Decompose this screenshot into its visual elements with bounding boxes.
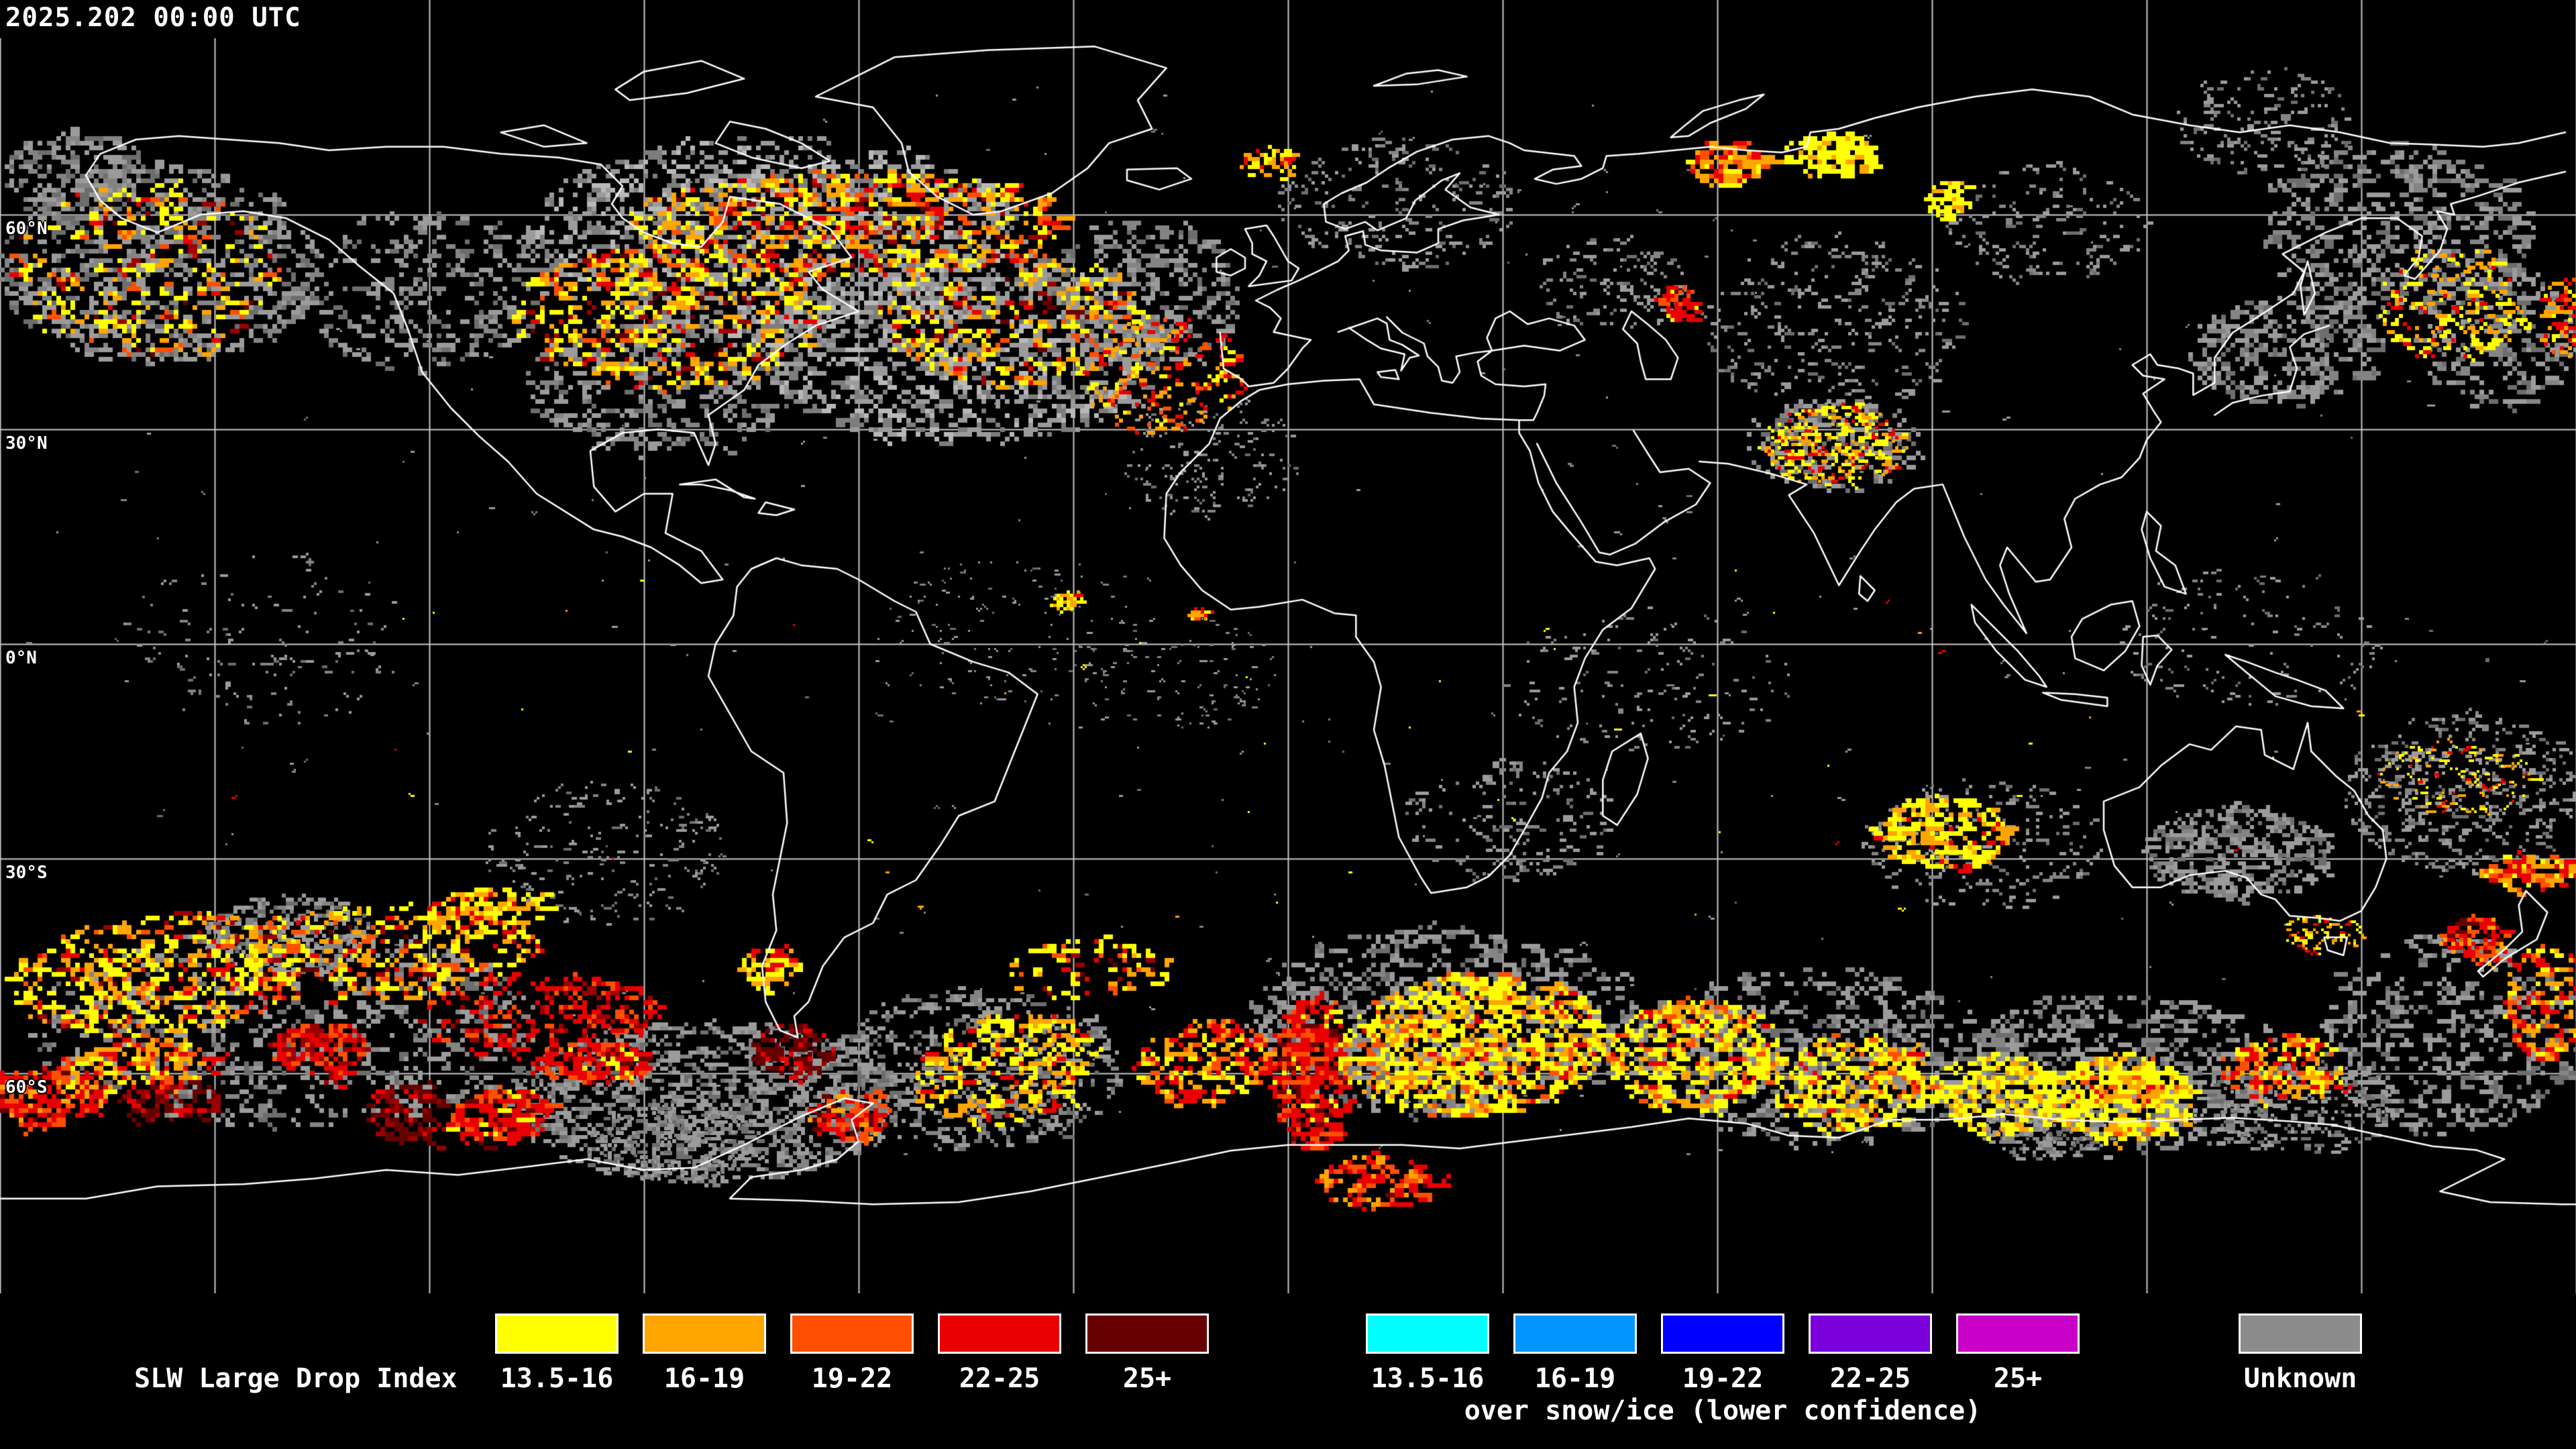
legend-primary-swatch-25+ (1085, 1313, 1209, 1354)
legend-primary-label: 22-25 (959, 1363, 1040, 1394)
legend-title: SLW Large Drop Index (134, 1363, 458, 1394)
legend-primary-label: 16-19 (663, 1363, 745, 1394)
legend-snow-ice-swatch-13.5-16 (1366, 1313, 1489, 1354)
legend-snow-ice-label: 22-25 (1829, 1363, 1911, 1394)
legend-subtitle: over snow/ice (lower confidence) (1464, 1395, 1982, 1426)
legend-snow-ice-swatch-22-25 (1809, 1313, 1932, 1354)
legend-snow-ice-label: 19-22 (1682, 1363, 1764, 1394)
legend-primary-label: 19-22 (811, 1363, 893, 1394)
legend-primary-label: 25+ (1122, 1363, 1172, 1394)
legend-snow-ice-swatch-19-22 (1661, 1313, 1784, 1354)
latitude-label: 30°N (5, 433, 48, 453)
latitude-label: 60°S (5, 1077, 48, 1097)
legend-snow-ice-swatch-16-19 (1513, 1313, 1637, 1354)
legend-unknown-label: Unknown (2243, 1363, 2357, 1394)
legend-primary-swatch-13.5-16 (495, 1313, 619, 1354)
timestamp: 2025.202 00:00 UTC (0, 0, 311, 38)
legend-unknown-swatch (2239, 1313, 2362, 1354)
legend: SLW Large Drop Index 13.5-16 16-19 19-22 22… (0, 1293, 2576, 1449)
legend-primary-swatch-22-25 (938, 1313, 1061, 1354)
legend-snow-ice-label: 16-19 (1534, 1363, 1616, 1394)
legend-primary-swatch-16-19 (643, 1313, 766, 1354)
latitude-label: 0°N (5, 648, 37, 668)
legend-primary-swatch-19-22 (790, 1313, 914, 1354)
legend-primary-label: 13.5-16 (500, 1363, 614, 1394)
latitude-label: 30°S (5, 863, 48, 883)
legend-snow-ice-label: 13.5-16 (1371, 1363, 1485, 1394)
latitude-label: 60°N (5, 219, 48, 239)
world-map-canvas (0, 0, 2576, 1293)
legend-snow-ice-label: 25+ (1993, 1363, 2043, 1394)
legend-snow-ice-swatch-25+ (1956, 1313, 2080, 1354)
